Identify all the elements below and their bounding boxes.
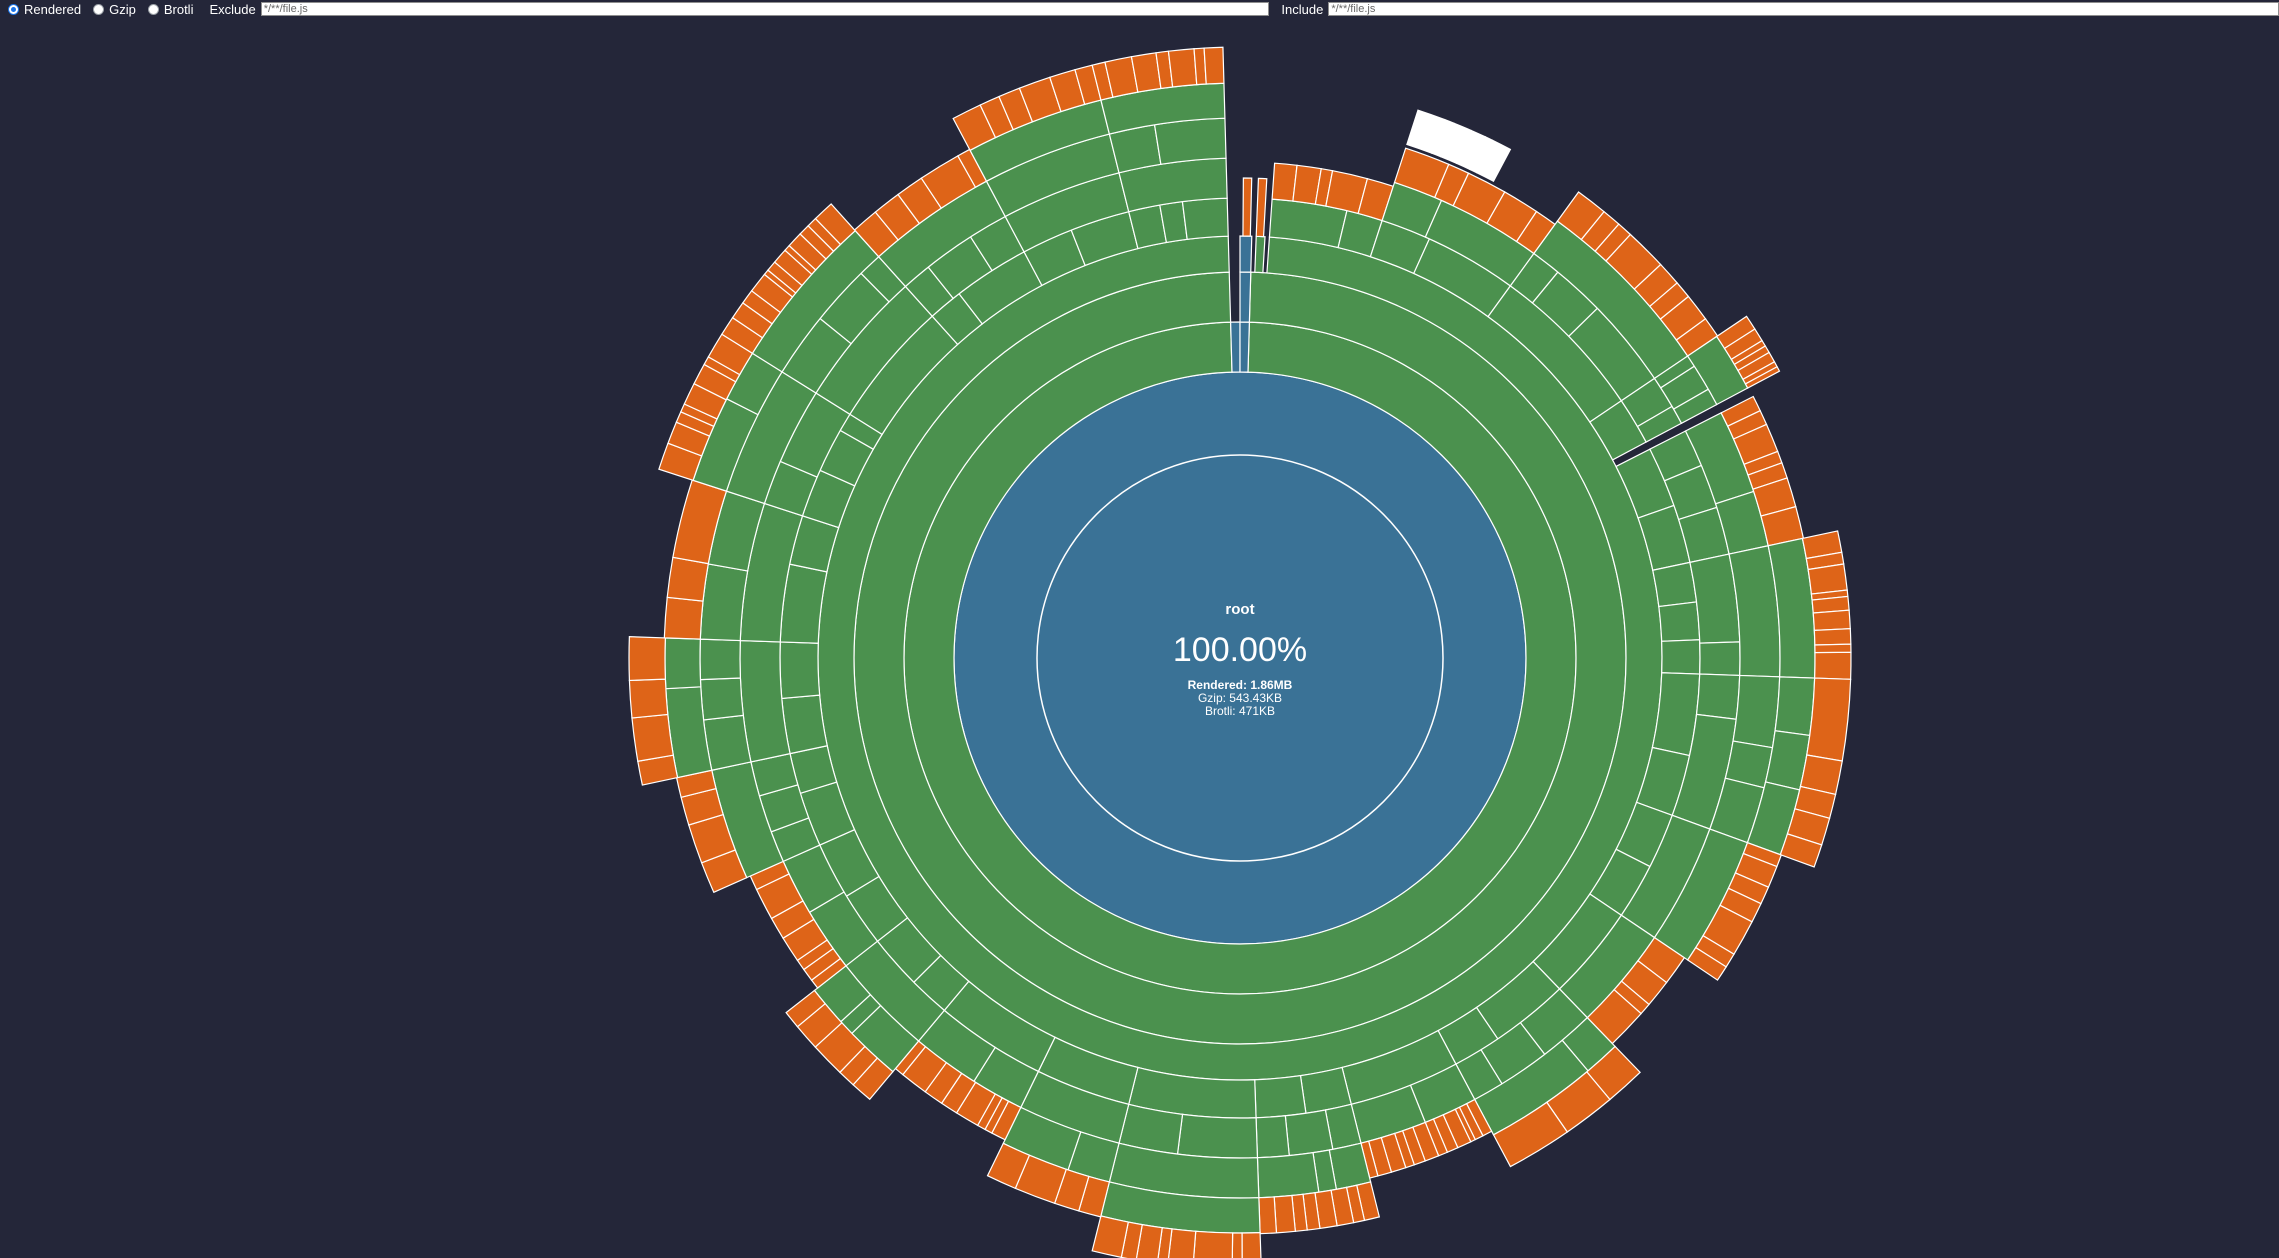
include-input[interactable] [1328,2,2279,16]
file-arc[interactable] [1686,946,1728,981]
directory-arc[interactable] [699,638,742,681]
file-arc[interactable] [1812,609,1851,632]
file-arc[interactable] [785,989,826,1028]
directory-arc[interactable] [1254,1074,1307,1119]
file-arc[interactable] [1193,1230,1234,1258]
file-arc[interactable] [1241,1232,1262,1258]
brotli-radio[interactable]: Brotli [147,1,194,17]
file-arc[interactable] [1203,46,1225,85]
directory-arc[interactable] [1256,1151,1320,1199]
gzip-radio-circle[interactable] [93,3,105,15]
brotli-radio-label: Brotli [163,1,194,17]
directory-arc[interactable] [1230,321,1241,373]
directory-arc[interactable] [1239,271,1252,323]
directory-arc[interactable] [1181,197,1229,240]
file-arc[interactable] [628,636,667,682]
directory-arc[interactable] [1652,561,1698,608]
file-arc[interactable] [1807,563,1848,595]
directory-arc[interactable] [664,637,702,690]
file-arc[interactable] [1091,1215,1129,1258]
size-mode-radio-group: Rendered Gzip Brotli [8,2,205,17]
file-arc[interactable] [1242,177,1253,237]
directory-arc[interactable] [1774,676,1816,737]
directory-arc[interactable] [779,641,821,700]
directory-arc[interactable] [1284,1109,1334,1157]
brotli-size-text: Brotli: 471KB [1205,704,1275,718]
directory-arc[interactable] [699,563,749,642]
file-arc[interactable] [1813,628,1852,646]
file-arc[interactable] [1255,177,1268,238]
file-arc[interactable] [666,556,710,602]
file-arc[interactable] [1273,1194,1297,1234]
exclude-input[interactable] [260,2,1270,16]
directory-arc[interactable] [1239,321,1250,373]
toolbar: Rendered Gzip Brotli Exclude Include [0,0,2279,18]
rendered-radio-label: Rendered [24,1,82,17]
file-arc[interactable] [1814,643,1852,654]
brotli-radio-circle[interactable] [147,3,159,15]
gzip-size-text: Gzip: 543.43KB [1198,691,1282,705]
directory-arc[interactable] [1239,235,1253,273]
file-arc[interactable] [1492,1101,1569,1168]
directory-arc[interactable] [1699,641,1741,677]
root-node-label: root [1225,601,1254,618]
rendered-size-text: Rendered: 1.86MB [1188,678,1293,692]
sunburst-arcs [628,46,1852,1258]
file-arc[interactable] [631,713,674,762]
file-arc[interactable] [628,678,669,719]
directory-arc[interactable] [1153,117,1227,165]
include-label: Include [1281,1,1324,17]
directory-arc[interactable] [1695,673,1741,720]
directory-arc[interactable] [1732,674,1781,749]
gzip-radio[interactable]: Gzip [93,2,136,17]
directory-arc[interactable] [1661,639,1701,675]
root-inner-ring [1036,454,1444,862]
file-arc[interactable] [1231,1232,1243,1258]
file-arc[interactable] [663,596,704,640]
directory-arc[interactable] [1255,1115,1290,1159]
directory-arc[interactable] [1658,601,1701,642]
directory-arc[interactable] [1176,1113,1259,1159]
file-arc[interactable] [986,1142,1031,1190]
file-arc[interactable] [1744,365,1781,389]
directory-arc[interactable] [699,677,744,721]
file-arc[interactable] [1258,1196,1278,1235]
file-arc[interactable] [1167,48,1198,88]
exclude-label: Exclude [209,1,256,17]
selected-file-arc[interactable] [1475,139,1512,183]
rendered-radio-circle[interactable] [8,3,19,15]
rendered-radio[interactable]: Rendered [8,2,81,17]
directory-arc[interactable] [1254,235,1266,274]
percent-value: 100.00% [1173,631,1307,669]
file-arc[interactable] [1814,651,1852,680]
gzip-radio-label: Gzip [109,1,136,17]
